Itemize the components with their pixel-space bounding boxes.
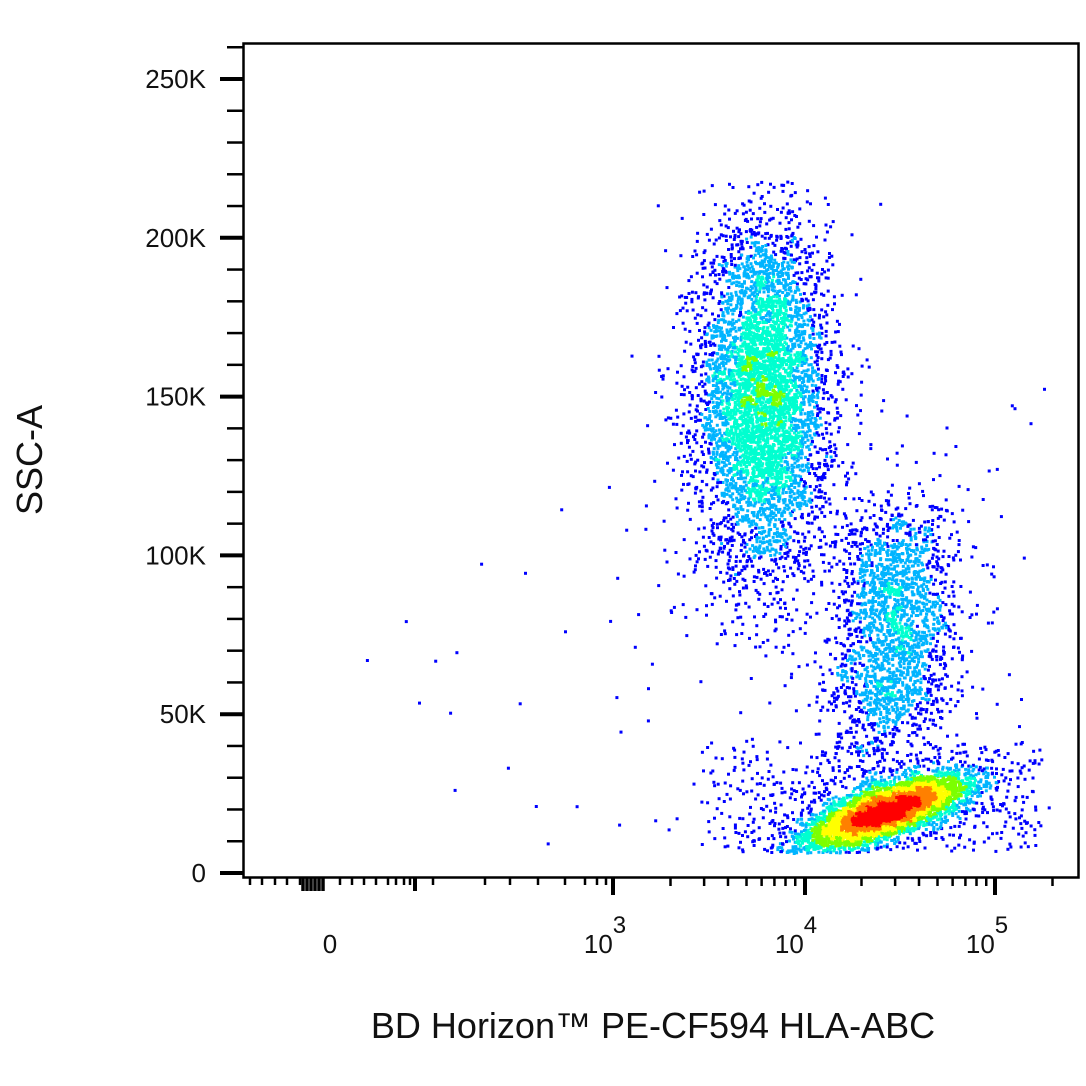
y-tick-label: 100K bbox=[145, 540, 206, 570]
y-tick-label: 0 bbox=[192, 858, 206, 888]
x-axis: 0 103 104 105 bbox=[248, 877, 1054, 959]
x-tick-label: 0 bbox=[323, 929, 337, 959]
y-tick-label: 250K bbox=[145, 64, 206, 94]
y-tick-label: 150K bbox=[145, 382, 206, 412]
scatter-points bbox=[365, 180, 1051, 855]
x-tick-label: 104 bbox=[775, 912, 817, 959]
plot-frame bbox=[242, 42, 1080, 879]
y-tick-label: 200K bbox=[145, 223, 206, 253]
y-axis-title: SSC-A bbox=[9, 405, 50, 515]
y-axis: 0 50K 100K 150K 200K 250K bbox=[145, 45, 243, 888]
x-tick-label: 103 bbox=[584, 912, 626, 959]
y-tick-label: 50K bbox=[160, 699, 207, 729]
x-axis-title: BD Horizon™ PE-CF594 HLA-ABC bbox=[371, 1005, 935, 1046]
x-tick-label: 105 bbox=[966, 912, 1008, 959]
